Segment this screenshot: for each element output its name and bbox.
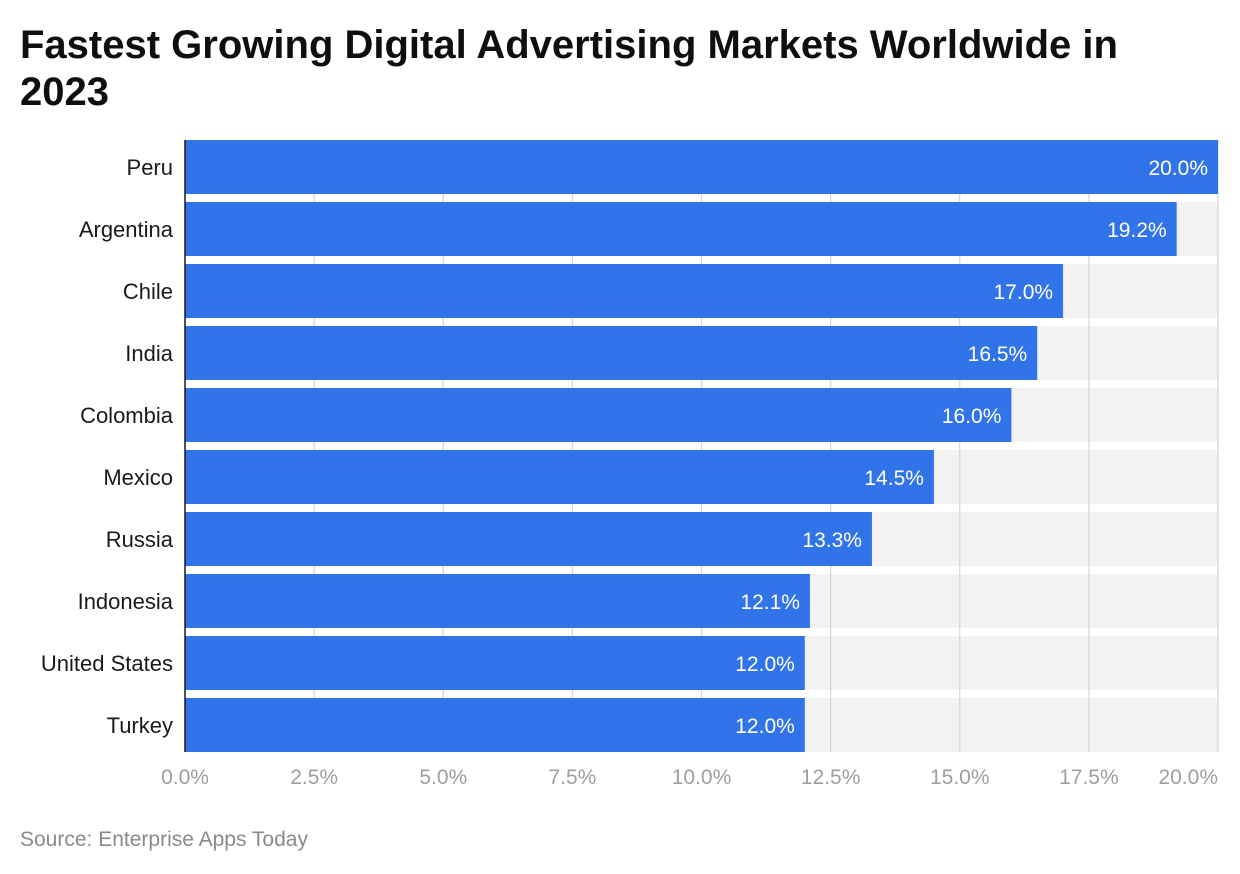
category-label: Russia — [106, 527, 174, 552]
bar — [185, 574, 810, 628]
x-tick-label: 15.0% — [930, 766, 990, 789]
x-tick-label: 7.5% — [548, 766, 596, 789]
category-label: Colombia — [80, 403, 174, 428]
data-label: 16.0% — [942, 405, 1002, 428]
data-label: 20.0% — [1148, 157, 1208, 180]
x-tick-label: 5.0% — [419, 766, 467, 789]
bar — [185, 140, 1218, 194]
x-tick-label: 17.5% — [1059, 766, 1119, 789]
bar — [185, 202, 1177, 256]
data-label: 13.3% — [802, 529, 862, 552]
bar — [185, 636, 805, 690]
data-label: 17.0% — [994, 281, 1054, 304]
category-label: Argentina — [79, 217, 174, 242]
chart-title: Fastest Growing Digital Advertising Mark… — [20, 23, 1118, 114]
data-label: 12.0% — [735, 653, 795, 676]
category-label: Peru — [127, 155, 173, 180]
data-label: 14.5% — [864, 467, 924, 490]
category-label: Mexico — [103, 465, 173, 490]
category-label: Indonesia — [78, 589, 174, 614]
category-label: India — [125, 341, 173, 366]
bar — [185, 450, 934, 504]
bar — [185, 698, 805, 752]
x-tick-label: 0.0% — [161, 766, 209, 789]
x-tick-label: 2.5% — [290, 766, 338, 789]
category-label: United States — [41, 651, 173, 676]
source-note: Source: Enterprise Apps Today — [20, 828, 308, 851]
x-tick-label: 12.5% — [801, 766, 861, 789]
data-label: 16.5% — [968, 343, 1028, 366]
bar — [185, 512, 872, 566]
bar — [185, 388, 1012, 442]
x-tick-label: 20.0% — [1158, 766, 1218, 789]
category-label: Chile — [123, 279, 173, 304]
bar — [185, 264, 1064, 318]
data-label: 19.2% — [1107, 219, 1167, 242]
data-label: 12.0% — [735, 715, 795, 738]
bar — [185, 326, 1038, 380]
data-label: 12.1% — [740, 591, 800, 614]
category-label: Turkey — [107, 713, 173, 738]
x-tick-label: 10.0% — [672, 766, 732, 789]
